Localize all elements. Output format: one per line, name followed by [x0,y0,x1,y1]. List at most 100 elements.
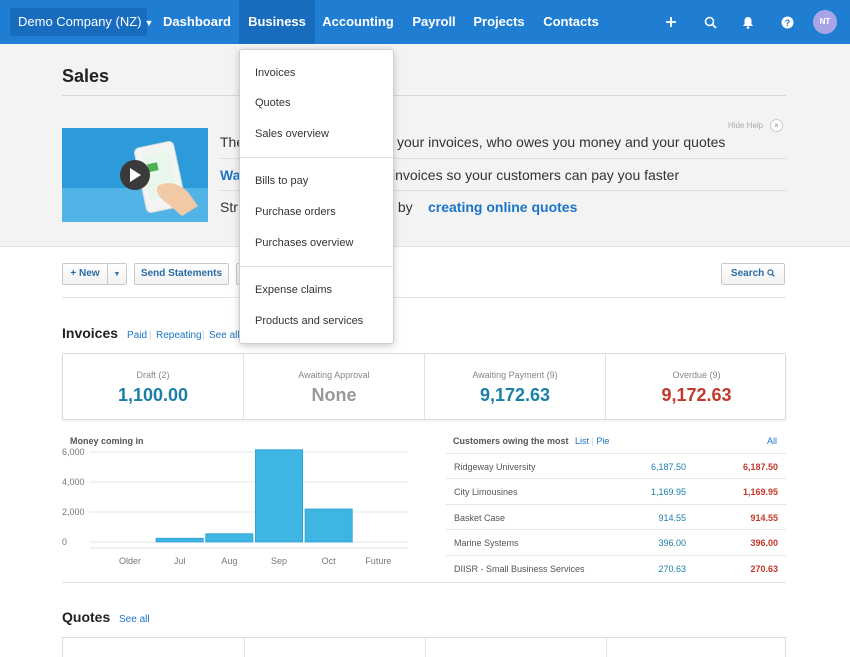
help-line-2-link[interactable]: Wa [220,167,241,183]
x-tick-label: Older [119,556,141,566]
stat-label: Awaiting Approval [298,370,370,380]
help-line-1-rest: your invoices, who owes you money and yo… [397,134,726,150]
page-title: Sales [62,66,110,86]
creating-online-quotes-link[interactable]: creating online quotes [428,199,578,215]
stat-value: 9,172.63 [479,385,551,405]
customer-name[interactable]: Basket Case [454,513,506,523]
x-tick-label: Future [365,556,391,566]
menu-item-sales-overview[interactable]: Sales overview [255,128,329,140]
menu-item-products-and-services[interactable]: Products and services [255,315,364,327]
link-separator: | [149,330,152,341]
new-dropdown-button[interactable]: ▼ [107,263,127,285]
customer-name[interactable]: Marine Systems [454,538,519,548]
link-separator: | [591,436,594,446]
amount-overdue: 1,169.95 [742,487,778,497]
org-switcher[interactable]: Demo Company (NZ) ▼ [10,8,153,36]
bar [255,449,303,543]
menu-item-bills-to-pay[interactable]: Bills to pay [255,175,309,187]
search-button[interactable]: Search [721,263,785,285]
quote-stats [62,637,786,657]
stat-label: Draft (2) [136,370,170,380]
top-nav: Demo Company (NZ) ▼ Dashboard Business Ac… [0,0,850,44]
help-icon[interactable]: ? [779,14,795,30]
stat-overdue[interactable]: Overdue (9) 9,172.63 [606,354,787,419]
link-separator: | [202,330,205,341]
title-divider [62,95,786,96]
owing-title: Customers owing the most [453,436,569,446]
help-line-2-rest: invoices so your customers can pay you f… [392,167,680,183]
bell-icon[interactable] [740,14,756,30]
amount-due: 914.55 [658,513,686,523]
plus-icon[interactable] [663,14,679,30]
hide-help-link[interactable]: Hide Help [728,121,764,130]
svg-text:?: ? [784,18,790,28]
stat-divider [606,638,607,657]
menu-item-purchase-orders[interactable]: Purchase orders [255,206,336,218]
money-coming-in-chart: 6,000 4,000 2,000 0 Older Jul Aug Sep Oct Future [62,447,408,566]
customer-name[interactable]: City Limousines [454,487,518,497]
send-statements-button[interactable]: Send Statements [134,263,229,285]
search-icon [767,269,775,277]
paid-link[interactable]: Paid [127,330,148,341]
y-tick-label: 6,000 [62,447,85,457]
menu-item-quotes[interactable]: Quotes [255,97,291,109]
customer-name[interactable]: DIISR - Small Business Services [454,564,585,574]
x-tick-label: Oct [322,556,337,566]
stat-label: Awaiting Payment (9) [472,370,558,380]
help-video-thumbnail[interactable] [62,128,208,222]
quotes-title: Quotes [62,609,111,625]
nav-payroll[interactable]: Payroll [412,14,456,29]
all-customers-link[interactable]: All [767,436,778,446]
repeating-link[interactable]: Repeating [156,330,202,341]
nav-accounting[interactable]: Accounting [322,14,394,29]
see-all-invoices-link[interactable]: See all [209,330,240,341]
y-tick-label: 0 [62,537,67,547]
new-button[interactable]: + New [62,263,108,285]
menu-item-expense-claims[interactable]: Expense claims [255,284,333,296]
amount-due: 396.00 [658,538,686,548]
customer-name[interactable]: Ridgeway University [454,462,536,472]
owing-row[interactable]: Ridgeway University 6,187.50 6,187.50 [446,453,786,478]
stat-awaiting-payment[interactable]: Awaiting Payment (9) 9,172.63 [425,354,606,419]
y-tick-label: 4,000 [62,477,85,487]
org-name: Demo Company (NZ) [18,14,142,29]
x-tick-label: Jul [174,556,186,566]
stat-value: 9,172.63 [661,385,732,405]
section-divider [62,582,786,583]
nav-dashboard[interactable]: Dashboard [163,14,231,29]
amount-overdue: 6,187.50 [742,462,778,472]
invoices-title: Invoices [62,325,119,341]
menu-divider [240,266,393,267]
see-all-quotes-link[interactable]: See all [119,614,150,625]
amount-due: 1,169.95 [650,487,686,497]
amount-overdue: 396.00 [750,538,778,548]
chart-title: Money coming in [70,436,144,446]
stat-awaiting-approval[interactable]: Awaiting Approval None [244,354,425,419]
nav-projects[interactable]: Projects [473,14,525,29]
caret-down-icon: ▼ [113,271,121,278]
x-tick-label: Aug [221,556,237,566]
nav-business[interactable]: Business [239,0,315,44]
owing-row[interactable]: Basket Case 914.55 914.55 [446,504,786,529]
toolbar-divider [62,297,786,298]
stat-draft[interactable]: Draft (2) 1,100.00 [63,354,244,419]
list-view-link[interactable]: List [575,436,590,446]
close-icon[interactable]: × [770,119,783,132]
caret-down-icon: ▼ [144,18,154,28]
menu-item-purchases-overview[interactable]: Purchases overview [255,237,354,249]
stat-divider [425,638,426,657]
search-icon[interactable] [702,14,718,30]
help-line-1: The [220,134,245,150]
stat-value: 1,100.00 [117,385,189,405]
x-tick-label: Sep [271,556,287,566]
stat-label: Overdue (9) [672,370,721,380]
pie-view-link[interactable]: Pie [596,436,610,446]
nav-contacts[interactable]: Contacts [543,14,599,29]
avatar[interactable]: NT [813,10,837,34]
owing-row[interactable]: Marine Systems 396.00 396.00 [446,529,786,554]
owing-row[interactable]: DIISR - Small Business Services 270.63 2… [446,555,786,580]
y-tick-label: 2,000 [62,507,85,517]
menu-item-invoices[interactable]: Invoices [255,67,296,79]
owing-row[interactable]: City Limousines 1,169.95 1,169.95 [446,478,786,503]
amount-due: 6,187.50 [650,462,686,472]
